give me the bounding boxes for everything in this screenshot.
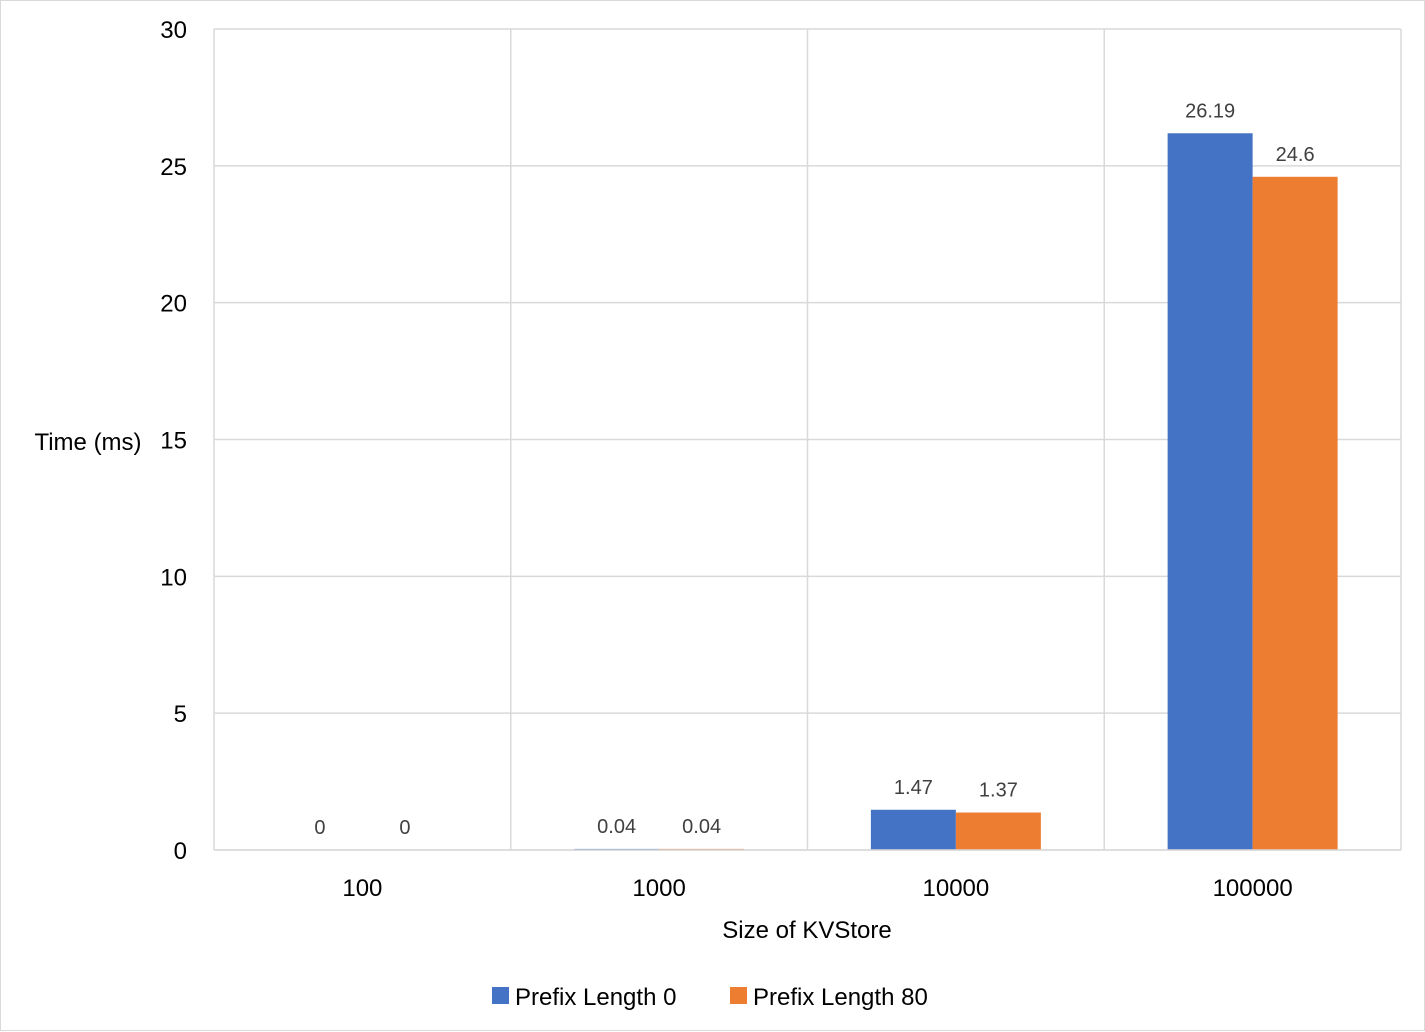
- data-label-series-0-cat-1: 0.04: [597, 816, 636, 838]
- axes: 0 5 10 15 20 25 30 100 1000 10000 100000: [160, 17, 1401, 902]
- x-tick-label: 100: [342, 875, 382, 902]
- bars: [574, 133, 1338, 851]
- bar-series-1-cat-3: [1252, 176, 1338, 850]
- legend-label-prefix-length-0: Prefix Length 0: [515, 984, 676, 1011]
- grid-lines: [213, 28, 1402, 851]
- legend: Prefix Length 0 Prefix Length 80: [492, 984, 928, 1011]
- bar-series-0-cat-3: [1167, 133, 1253, 851]
- bar-series-1-cat-2: [955, 812, 1041, 850]
- legend-swatch-prefix-length-0: [492, 987, 509, 1004]
- y-tick-label: 20: [160, 291, 187, 318]
- y-tick-label: 30: [160, 17, 187, 44]
- x-tick-label: 1000: [632, 875, 685, 902]
- y-tick-label: 15: [160, 428, 187, 455]
- y-tick-label: 10: [160, 564, 187, 591]
- bar-series-0-cat-2: [870, 809, 956, 850]
- data-label-series-1-cat-0: 0: [399, 817, 410, 839]
- y-tick-label: 0: [174, 838, 187, 865]
- data-label-series-0-cat-3: 26.19: [1185, 100, 1235, 122]
- data-label-series-1-cat-1: 0.04: [682, 816, 721, 838]
- x-axis-title: Size of KVStore: [722, 917, 891, 944]
- y-axis-title: Time (ms): [34, 429, 141, 456]
- data-label-series-0-cat-0: 0: [314, 817, 325, 839]
- x-tick-label: 10000: [923, 875, 990, 902]
- data-labels: 0 0 0.04 0.04 1.47 1.37 26.19 24.6: [314, 100, 1314, 839]
- data-label-series-0-cat-2: 1.47: [894, 777, 933, 799]
- data-label-series-1-cat-3: 24.6: [1276, 144, 1315, 166]
- data-label-series-1-cat-2: 1.37: [979, 780, 1018, 802]
- legend-swatch-prefix-length-80: [730, 987, 747, 1004]
- y-tick-label: 5: [174, 701, 187, 728]
- legend-label-prefix-length-80: Prefix Length 80: [753, 984, 928, 1011]
- y-tick-label: 25: [160, 154, 187, 181]
- x-tick-label: 100000: [1213, 875, 1293, 902]
